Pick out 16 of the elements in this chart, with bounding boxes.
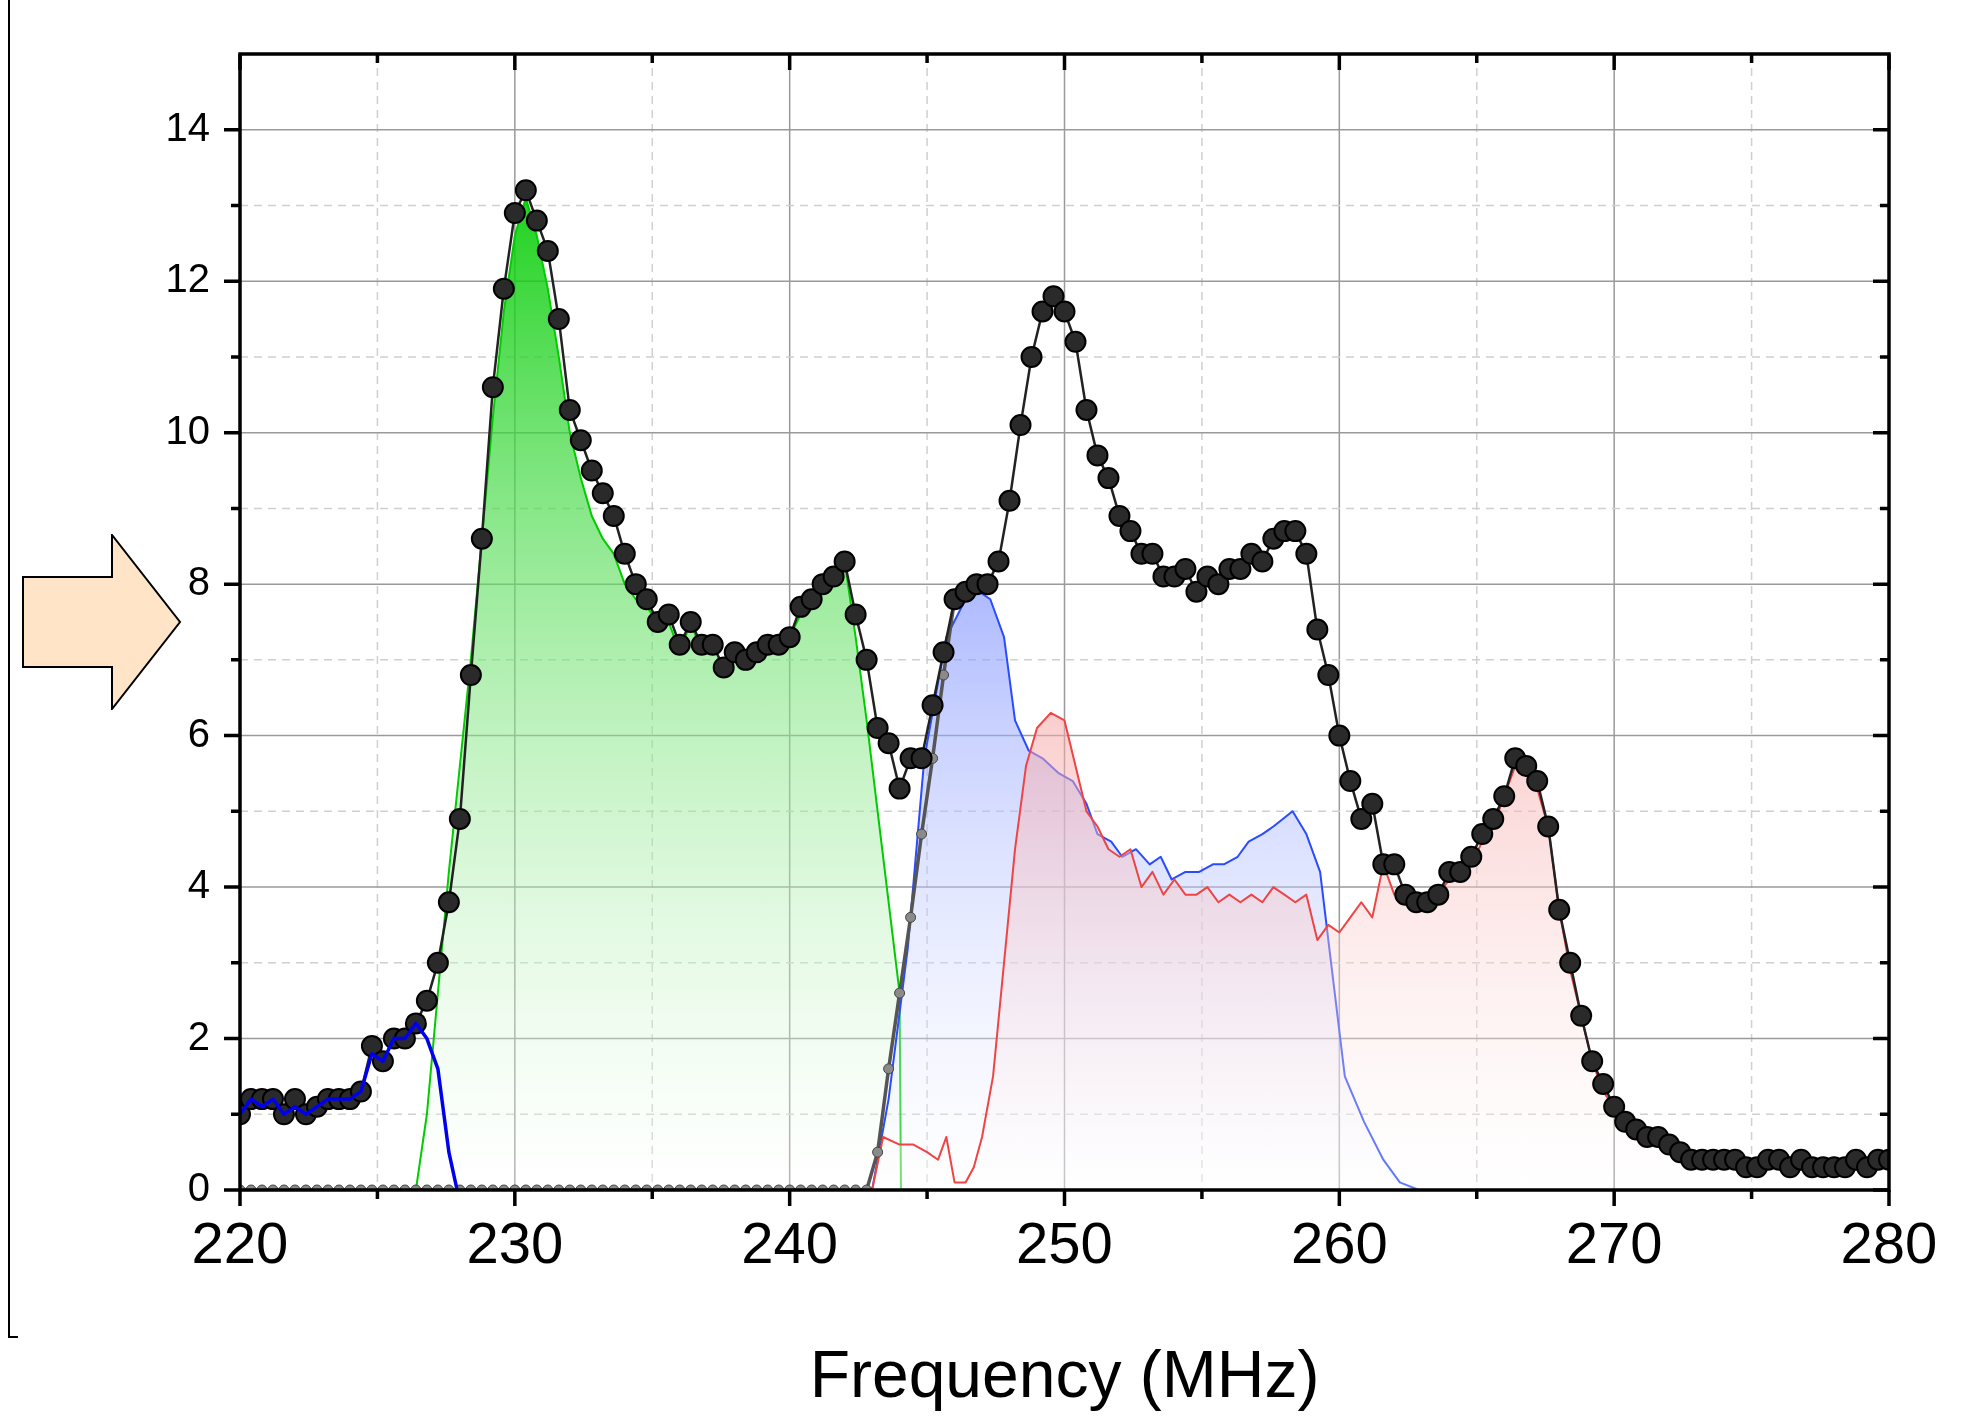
y-tick-label: 14	[165, 104, 210, 149]
y-tick-label: 0	[187, 1165, 210, 1210]
y-tick-label: 12	[165, 256, 210, 301]
y-tick-label: 2	[187, 1013, 210, 1058]
x-tick-label: 250	[1016, 1209, 1113, 1275]
x-tick-label: 240	[741, 1209, 839, 1275]
y-tick-label: 4	[187, 862, 210, 907]
y-tick-label: 8	[187, 559, 210, 604]
x-tick-label: 280	[1840, 1209, 1938, 1275]
x-tick-label: 260	[1290, 1209, 1388, 1275]
y-tick-label: 6	[187, 710, 210, 755]
x-tick-label: 230	[466, 1209, 564, 1275]
x-axis-title: Frequency (MHz)	[809, 1336, 1320, 1411]
x-tick-label: 220	[191, 1209, 289, 1275]
y-tick-label: 10	[165, 407, 210, 452]
x-tick-label: 270	[1565, 1209, 1663, 1275]
